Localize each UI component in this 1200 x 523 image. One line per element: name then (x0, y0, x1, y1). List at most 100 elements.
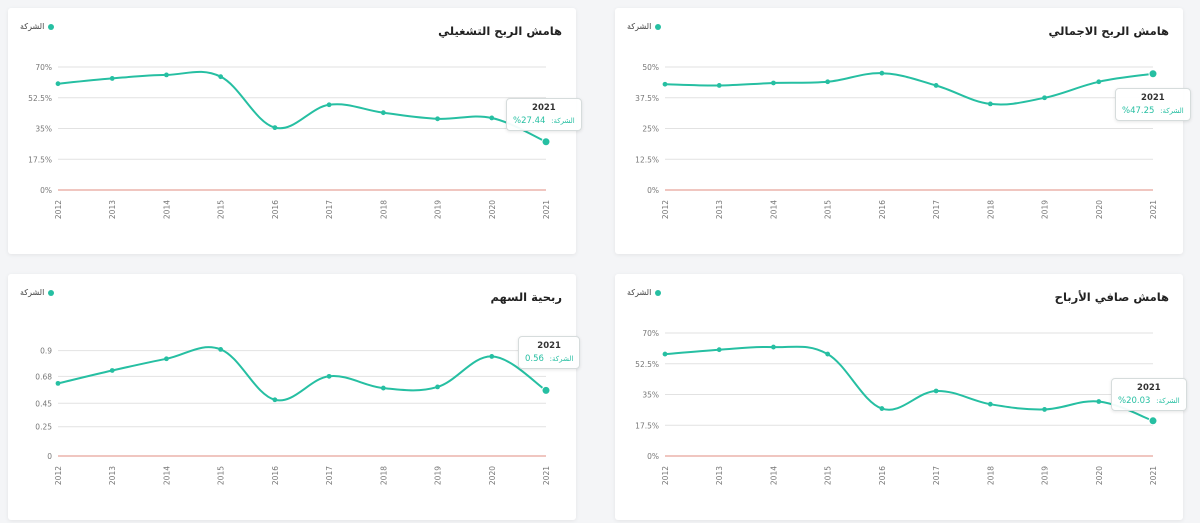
legend-item[interactable]: الشركة (627, 22, 662, 31)
y-tick-label: 52.5% (28, 94, 52, 103)
x-tick-label: 2014 (162, 200, 171, 219)
data-point-active[interactable] (1148, 69, 1158, 79)
data-point[interactable] (879, 406, 885, 411)
x-tick-label: 2018 (379, 466, 388, 485)
x-tick-label: 2012 (54, 200, 63, 219)
data-point[interactable] (662, 81, 668, 87)
chart-tooltip: 2021 الشركة: 20.03% (1111, 378, 1187, 411)
data-point[interactable] (825, 79, 831, 85)
tooltip-value: 47.25% (1122, 106, 1155, 116)
eps-card: ربحية السهم الشركة 0 0.25 0.45 0.68 0.9 2012 2… (8, 274, 581, 520)
x-tick-label: 2013 (108, 200, 117, 219)
x-tick-label: 2016 (878, 200, 887, 219)
y-tick-label: 0% (647, 186, 659, 195)
data-point[interactable] (326, 373, 332, 379)
data-point[interactable] (716, 347, 722, 353)
x-tick-label: 2014 (162, 466, 171, 485)
operating-margin-plot[interactable]: 0% 17.5% 35% 52.5% 70% 2012 2013 2014 2015 2016 20… (8, 8, 576, 254)
y-tick-label: 0.68 (35, 372, 52, 381)
data-point[interactable] (109, 368, 115, 373)
legend-item[interactable]: الشركة (20, 288, 55, 297)
legend-dot-icon (48, 289, 55, 296)
data-point[interactable] (435, 384, 440, 390)
tooltip-title: 2021 (1141, 93, 1165, 103)
chart-title: هامش الربح الاجمالي (1048, 24, 1169, 38)
tooltip-line: الشركة: 27.44% (513, 116, 575, 126)
x-tick-label: 2014 (769, 200, 778, 219)
data-point[interactable] (716, 83, 722, 88)
data-point[interactable] (1042, 407, 1047, 412)
data-point[interactable] (218, 74, 224, 80)
data-point-active[interactable] (541, 385, 551, 395)
y-tick-label: 0% (40, 186, 52, 195)
data-point[interactable] (933, 388, 939, 394)
x-tick-label: 2012 (661, 466, 670, 485)
x-tick-label: 2019 (434, 466, 443, 485)
data-point-active[interactable] (1148, 416, 1158, 426)
data-point[interactable] (825, 351, 831, 357)
data-point[interactable] (435, 116, 440, 122)
chart-title: هامش الربح التشغيلي (438, 24, 562, 38)
net-margin-plot[interactable]: 0% 17.5% 35% 52.5% 70% 2012 2013 2014 2015 2016 20… (615, 274, 1183, 520)
gross-margin-plot[interactable]: 0% 12.5% 25% 37.5% 50% 2012 2013 2014 2015 2016 20… (615, 8, 1183, 254)
y-tick-label: 35% (642, 391, 659, 400)
data-point[interactable] (1042, 95, 1047, 101)
data-point[interactable] (164, 356, 169, 362)
x-tick-label: 2016 (271, 466, 280, 485)
data-point[interactable] (1096, 79, 1102, 85)
chart-tooltip: 2021 الشركة: 0.56 (518, 336, 581, 369)
data-point[interactable] (272, 397, 278, 403)
y-tick-label: 0.9 (40, 347, 52, 356)
tooltip-value: 0.56 (525, 354, 544, 364)
data-point[interactable] (489, 354, 495, 359)
x-tick-label: 2020 (1095, 200, 1104, 219)
data-point[interactable] (326, 102, 332, 108)
data-point[interactable] (164, 72, 169, 78)
tooltip-title: 2021 (532, 103, 556, 113)
data-point[interactable] (109, 76, 115, 81)
legend-dot-icon (655, 23, 662, 30)
x-tick-label: 2012 (54, 466, 63, 485)
x-tick-label: 2016 (878, 466, 887, 485)
data-point[interactable] (489, 115, 495, 121)
data-point[interactable] (55, 81, 61, 87)
data-point[interactable] (933, 83, 939, 88)
data-point[interactable] (380, 110, 386, 116)
y-tick-label: 0% (647, 452, 659, 461)
x-tick-label: 2021 (542, 200, 551, 219)
data-point[interactable] (380, 385, 386, 391)
y-tick-label: 17.5% (28, 155, 52, 164)
series-line (664, 345, 1154, 422)
tooltip-label: الشركة: (1160, 107, 1184, 115)
x-tick-label: 2015 (217, 466, 226, 485)
tooltip-label: الشركة: (1156, 397, 1180, 405)
legend-item[interactable]: الشركة (20, 22, 55, 31)
data-point-active[interactable] (541, 137, 551, 147)
data-point[interactable] (987, 401, 993, 407)
data-point[interactable] (1096, 399, 1102, 404)
data-point[interactable] (879, 70, 885, 76)
data-point[interactable] (272, 125, 278, 131)
y-tick-label: 37.5% (635, 94, 659, 103)
data-point[interactable] (55, 380, 61, 386)
y-tick-label: 52.5% (635, 360, 659, 369)
tooltip-label: الشركة: (549, 355, 574, 363)
data-point[interactable] (218, 347, 224, 352)
y-tick-label: 0.25 (35, 423, 52, 432)
legend-label: الشركة (20, 288, 45, 297)
y-tick-label: 17.5% (635, 421, 659, 430)
data-point[interactable] (987, 101, 993, 107)
x-tick-label: 2021 (1149, 200, 1158, 219)
legend-dot-icon (48, 23, 55, 30)
x-tick-label: 2013 (715, 200, 724, 219)
data-point[interactable] (662, 351, 668, 357)
x-tick-label: 2020 (1095, 466, 1104, 485)
data-point[interactable] (771, 344, 776, 350)
tooltip-line: الشركة: 20.03% (1118, 396, 1180, 406)
chart-title: هامش صافي الأرباح (1054, 290, 1169, 304)
eps-plot[interactable]: 0 0.25 0.45 0.68 0.9 2012 2013 2014 2015 2016 2017… (8, 274, 576, 520)
legend-item[interactable]: الشركة (627, 288, 662, 297)
tooltip-label: الشركة: (551, 117, 575, 125)
data-point[interactable] (771, 80, 776, 86)
x-tick-label: 2016 (271, 200, 280, 219)
